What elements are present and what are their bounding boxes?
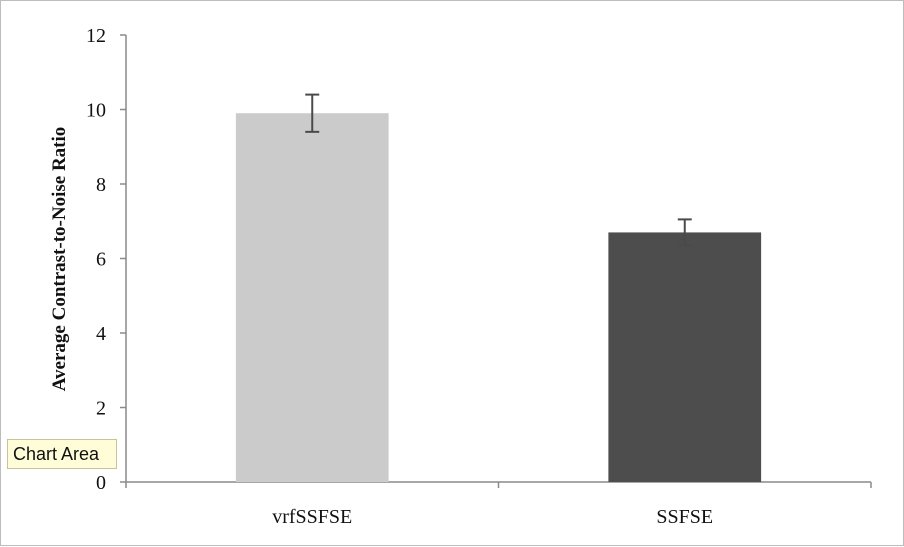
- chart-area-tooltip: Chart Area: [7, 439, 117, 469]
- y-tick-label: 8: [96, 174, 106, 196]
- bars: [235, 113, 762, 482]
- y-axis-label: Average Contrast-to-Noise Ratio: [49, 127, 70, 392]
- y-tick-label: 6: [96, 249, 106, 271]
- bar-ssfse[interactable]: [608, 232, 762, 482]
- tick-labels: 0 2 4 6 8 10 12 vrfSSFSE SSFSE: [86, 25, 713, 528]
- y-tick-label: 0: [96, 472, 106, 494]
- y-tick-label: 10: [86, 100, 106, 122]
- x-category-label: SSFSE: [656, 506, 713, 528]
- error-bars: [305, 93, 692, 247]
- y-tick-label: 12: [86, 25, 106, 47]
- y-tick-label: 2: [96, 398, 106, 420]
- x-category-label: vrfSSFSE: [272, 506, 352, 528]
- y-tick-label: 4: [96, 323, 106, 345]
- bar-vrfssfse[interactable]: [235, 113, 389, 482]
